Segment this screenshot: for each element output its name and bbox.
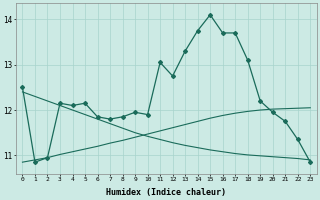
X-axis label: Humidex (Indice chaleur): Humidex (Indice chaleur) <box>106 188 226 197</box>
